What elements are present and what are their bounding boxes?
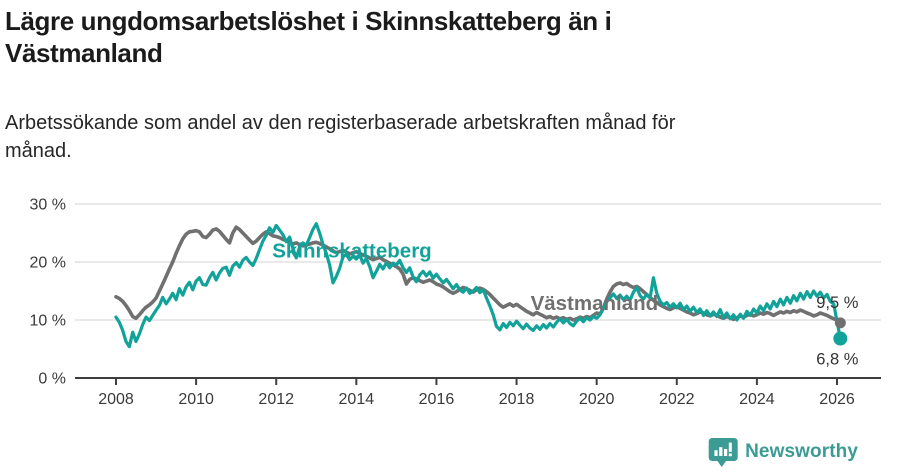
unemployment-line-chart-svg: 30 % 20 % 10 % 0 % 2008 2010 2012 2014 2016 2018 2… <box>30 197 881 408</box>
x-axis-tick-label: 2020 <box>579 391 615 408</box>
brand-footer: Newsworthy <box>708 436 858 468</box>
y-axis-tick-label: 10 % <box>30 313 66 330</box>
end-dot-skinnskatteberg <box>833 331 848 346</box>
x-axis-tick-label: 2012 <box>258 391 294 408</box>
chart-title: Lägre ungdomsarbetslöshet i Skinnskatteb… <box>5 6 885 69</box>
chart-title-line1: Lägre ungdomsarbetslöshet i Skinnskatteb… <box>5 6 612 36</box>
x-axis-tick-label: 2026 <box>819 391 855 408</box>
chart-title-line2: Västmanland <box>5 37 163 68</box>
x-axis-tick-label: 2008 <box>98 391 134 408</box>
x-axis-tick-label: 2016 <box>419 391 455 408</box>
y-axis-tick-label: 30 % <box>30 197 66 214</box>
brand-name: Newsworthy <box>745 441 858 462</box>
end-value-label-skinnskatteberg: 6,8 % <box>816 351 859 369</box>
chart-subtitle-line1: Arbetssökande som andel av den registerb… <box>5 112 676 134</box>
series-label-skinnskatteberg: Skinnskatteberg <box>272 239 432 262</box>
x-axis-tick-label: 2010 <box>178 391 214 408</box>
line-chart: 30 % 20 % 10 % 0 % 2008 2010 2012 2014 2016 2018 2… <box>0 190 900 430</box>
end-dot-västmanland <box>834 317 846 329</box>
x-axis-tick-label: 2014 <box>339 391 375 408</box>
series-line-västmanland <box>114 225 843 325</box>
y-axis-tick-label: 20 % <box>30 255 66 272</box>
x-axis-tick-label: 2024 <box>739 391 775 408</box>
x-axis-tick-label: 2018 <box>499 391 535 408</box>
y-axis-tick-label: 0 % <box>38 371 66 388</box>
x-axis-tick-label: 2022 <box>659 391 695 408</box>
end-value-label-västmanland: 9,5 % <box>816 294 859 312</box>
series-line-skinnskatteberg <box>114 222 842 349</box>
newsworthy-logo-icon <box>708 437 738 467</box>
chart-subtitle: Arbetssökande som andel av den registerb… <box>5 110 865 165</box>
chart-subtitle-line2: månad. <box>5 139 72 162</box>
series-label-västmanland: Västmanland <box>531 292 659 315</box>
